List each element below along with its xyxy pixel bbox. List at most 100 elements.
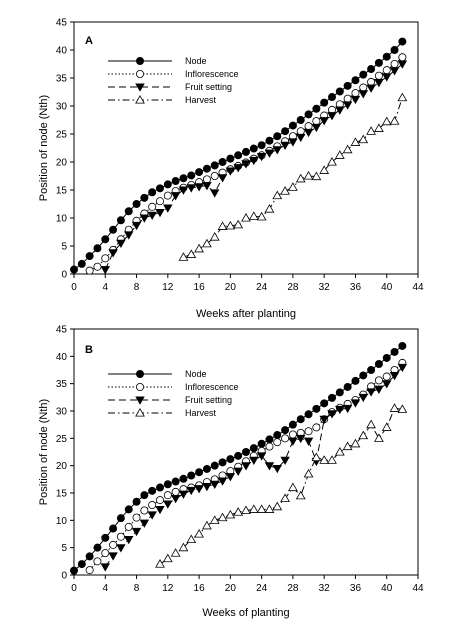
data-point (155, 184, 164, 193)
data-point (218, 157, 227, 166)
data-point (202, 164, 211, 173)
data-point (358, 393, 368, 403)
data-point (194, 183, 204, 192)
data-point (304, 427, 313, 436)
data-point (162, 553, 173, 563)
data-point (312, 404, 321, 413)
y-axis-label: Position of node (Nth) (38, 399, 50, 505)
data-point (374, 79, 384, 88)
data-point (116, 532, 125, 541)
data-point (366, 126, 376, 135)
data-point (217, 174, 228, 183)
data-point (241, 447, 250, 456)
data-point (334, 150, 345, 159)
y-tick-label: 0 (61, 571, 67, 582)
legend-label: Fruit setting (185, 82, 232, 92)
data-point (280, 493, 290, 503)
y-tick-label: 45 (56, 18, 68, 29)
data-point (170, 192, 181, 201)
data-point (70, 566, 79, 575)
data-point (351, 76, 360, 85)
data-point (163, 191, 172, 200)
data-point (366, 388, 376, 397)
data-point (397, 92, 408, 102)
data-point (311, 123, 322, 133)
data-point (256, 504, 267, 513)
data-point (147, 511, 157, 520)
data-point (170, 495, 181, 504)
x-tick-label: 12 (162, 282, 174, 293)
data-point (194, 528, 204, 538)
y-tick-label: 35 (56, 74, 68, 85)
data-point (195, 468, 204, 477)
data-point (178, 542, 189, 552)
data-point (163, 480, 172, 489)
data-point (366, 419, 376, 429)
data-point (382, 353, 391, 362)
data-point (210, 461, 219, 470)
data-point (155, 559, 165, 568)
data-point (100, 266, 110, 275)
data-point (163, 491, 172, 500)
data-point (217, 477, 228, 486)
data-point (101, 533, 110, 542)
data-point (202, 520, 212, 530)
data-point (139, 214, 150, 223)
data-point (335, 87, 344, 96)
data-point (389, 116, 400, 125)
x-tick-label: 44 (412, 282, 424, 293)
data-point (288, 430, 297, 439)
data-point (312, 104, 321, 113)
data-point (281, 127, 290, 136)
x-tick-label: 24 (256, 282, 268, 293)
data-point (93, 244, 102, 253)
data-point (241, 505, 251, 515)
data-point (327, 455, 337, 464)
data-point (108, 552, 118, 561)
data-point (85, 552, 94, 561)
x-tick-label: 32 (319, 583, 331, 594)
data-point (280, 186, 290, 195)
data-point (295, 490, 306, 500)
series-node (70, 341, 407, 575)
x-tick-label: 44 (412, 583, 424, 594)
data-point (148, 486, 157, 495)
data-point (390, 347, 399, 356)
data-point (327, 93, 336, 102)
data-point (85, 252, 94, 261)
y-tick-label: 0 (61, 270, 67, 281)
data-point (132, 497, 141, 506)
data-point (351, 376, 360, 385)
x-tick-label: 28 (287, 583, 299, 594)
data-point (210, 171, 219, 180)
data-point (140, 491, 149, 500)
data-point (358, 90, 368, 99)
data-point (209, 232, 220, 241)
y-tick-label: 10 (56, 516, 68, 527)
data-point (398, 53, 407, 62)
data-point (312, 423, 321, 432)
data-point (342, 144, 353, 154)
data-point (209, 515, 220, 524)
data-point (359, 70, 368, 79)
data-point (382, 52, 391, 61)
data-point (249, 456, 259, 466)
data-point (295, 173, 306, 183)
data-point (226, 154, 235, 163)
data-point (389, 67, 400, 76)
x-tick-label: 28 (287, 282, 299, 293)
y-tick-label: 15 (56, 186, 68, 197)
x-tick-label: 36 (350, 282, 362, 293)
data-point (390, 60, 399, 69)
data-point (202, 182, 212, 191)
data-point (281, 434, 290, 443)
data-point (210, 189, 220, 198)
data-point (374, 123, 384, 132)
x-tick-label: 0 (71, 282, 77, 293)
data-point (397, 363, 408, 373)
data-point (186, 486, 196, 496)
data-point (264, 504, 275, 513)
data-point (382, 380, 392, 389)
data-point (303, 437, 314, 446)
